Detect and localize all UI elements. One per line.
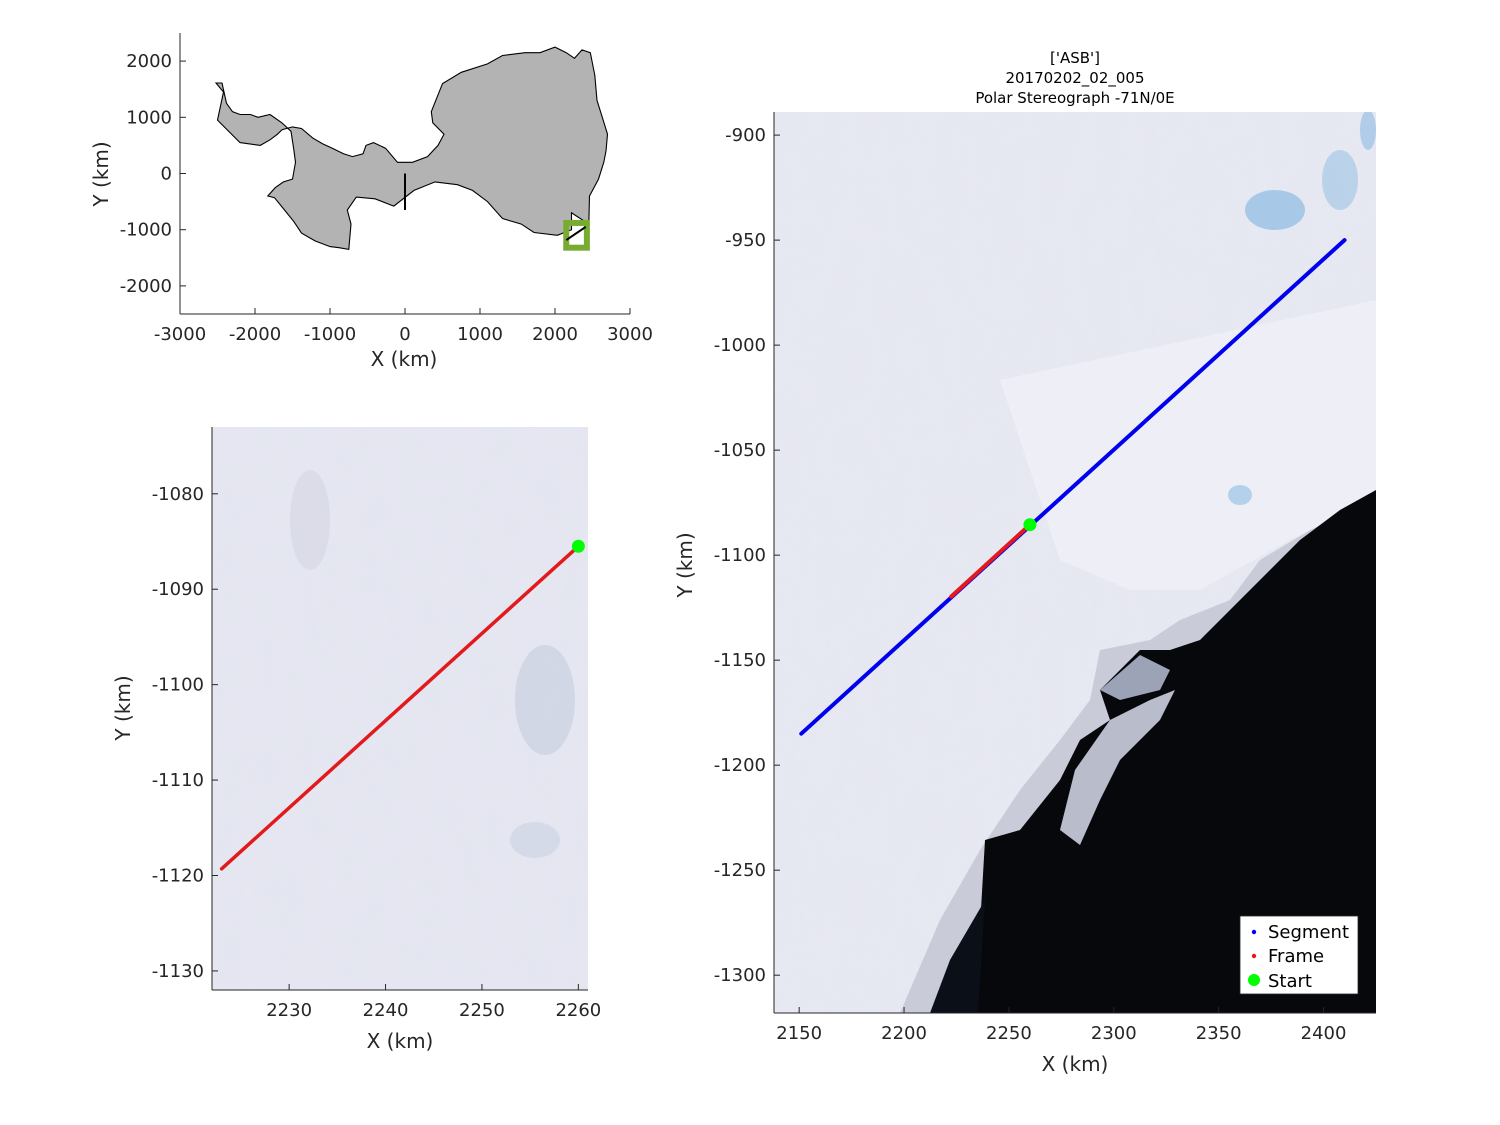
legend-start-swatch: [1248, 974, 1260, 986]
legend-segment-swatch: [1251, 929, 1257, 935]
segment-y-tick-label: -950: [725, 230, 766, 251]
zoom-y-tick-label: -1130: [152, 961, 204, 982]
segment-axes: 2150 2200 2250 2300 2350 2400 -1300 -1250 -1200 -…: [714, 112, 1376, 1044]
segment-line: [799, 238, 1347, 736]
segment-x-tick-label: 2300: [1091, 1023, 1137, 1044]
start-marker: [571, 539, 585, 553]
segment-y-tick-label: -1300: [714, 965, 766, 986]
frame-line: [219, 544, 581, 871]
segment-y-tick-label: -1250: [714, 860, 766, 881]
overview-y-tick-label: 0: [161, 164, 172, 185]
segment-imagery: [774, 112, 1376, 1013]
segment-y-tick-label: -1000: [714, 335, 766, 356]
segment-x-tick-label: 2200: [881, 1023, 927, 1044]
overview-x-tick-label: -1000: [304, 324, 356, 345]
legend-start-label: Start: [1268, 971, 1312, 992]
segment-x-tick-label: 2350: [1196, 1023, 1242, 1044]
overview-x-tick-label: -3000: [154, 324, 206, 345]
overview-flightline: [565, 226, 587, 241]
legend-segment-label: Segment: [1268, 922, 1349, 943]
legend: Segment Frame Start: [1239, 915, 1359, 995]
zoom-y-tick-label: -1080: [152, 484, 204, 505]
zoom-x-tick-label: 2260: [555, 1000, 601, 1021]
start-marker: [1023, 518, 1037, 532]
overview-x-axis-label: X (km): [371, 347, 438, 371]
overview-y-tick-label: 1000: [126, 107, 172, 128]
zoom-y-tick-label: -1110: [152, 770, 204, 791]
zoom-x-tick-label: 2240: [363, 1000, 409, 1021]
zoom-x-tick-label: 2250: [459, 1000, 505, 1021]
zoom-x-tick-label: 2230: [266, 1000, 312, 1021]
overview-y-axis-label: Y (km): [89, 141, 113, 207]
frame-line: [949, 522, 1032, 599]
segment-x-axis-label: X (km): [1042, 1052, 1109, 1076]
segment-y-tick-label: -1050: [714, 440, 766, 461]
frame-zoom-panel: 2230 2240 2250 2260 -1130 -1120 -1110 -1100 -109…: [111, 427, 601, 1053]
legend-frame-swatch: [1251, 953, 1257, 959]
overview-x-tick-label: 3000: [607, 324, 653, 345]
zoom-y-tick-label: -1120: [152, 865, 204, 886]
title-line-1: ['ASB']: [1050, 49, 1100, 67]
segment-y-tick-label: -1150: [714, 650, 766, 671]
segment-x-tick-label: 2250: [986, 1023, 1032, 1044]
overview-map: -3000 -2000 -1000 0 1000 2000 3000 -2000 -1000 0 1…: [89, 33, 653, 371]
frame-zoom-axes: 2230 2240 2250 2260 -1130 -1120 -1110 -1100 -109…: [152, 427, 601, 1021]
overview-y-tick-label: -1000: [120, 220, 172, 241]
overview-region-box: [563, 219, 590, 251]
segment-marks: [799, 238, 1347, 736]
zoom-x-axis-label: X (km): [367, 1029, 434, 1053]
overview-x-tick-label: 1000: [457, 324, 503, 345]
segment-y-tick-label: -1100: [714, 545, 766, 566]
segment-y-tick-label: -900: [725, 125, 766, 146]
title-line-3: Polar Stereograph -71N/0E: [975, 89, 1174, 107]
overview-y-tick-label: 2000: [126, 51, 172, 72]
overview-x-tick-label: 2000: [532, 324, 578, 345]
segment-x-tick-label: 2400: [1301, 1023, 1347, 1044]
overview-x-tick-label: 0: [399, 324, 410, 345]
antarctica-outline: [214, 46, 609, 251]
overview-y-tick-label: -2000: [120, 276, 172, 297]
segment-y-axis-label: Y (km): [673, 532, 697, 598]
zoom-y-axis-label: Y (km): [111, 675, 135, 741]
legend-frame-label: Frame: [1268, 946, 1324, 967]
title-line-2: 20170202_02_005: [1005, 69, 1144, 88]
segment-x-tick-label: 2150: [776, 1023, 822, 1044]
segment-y-tick-label: -1200: [714, 755, 766, 776]
zoom-y-tick-label: -1100: [152, 675, 204, 696]
overview-axes: -3000 -2000 -1000 0 1000 2000 3000 -2000 -1000 0 1…: [120, 33, 653, 345]
segment-panel: ['ASB'] 20170202_02_005 Polar Stereograp…: [673, 49, 1376, 1076]
zoom-y-tick-label: -1090: [152, 579, 204, 600]
overview-x-tick-label: -2000: [229, 324, 281, 345]
frame-zoom-marks: [219, 544, 581, 871]
